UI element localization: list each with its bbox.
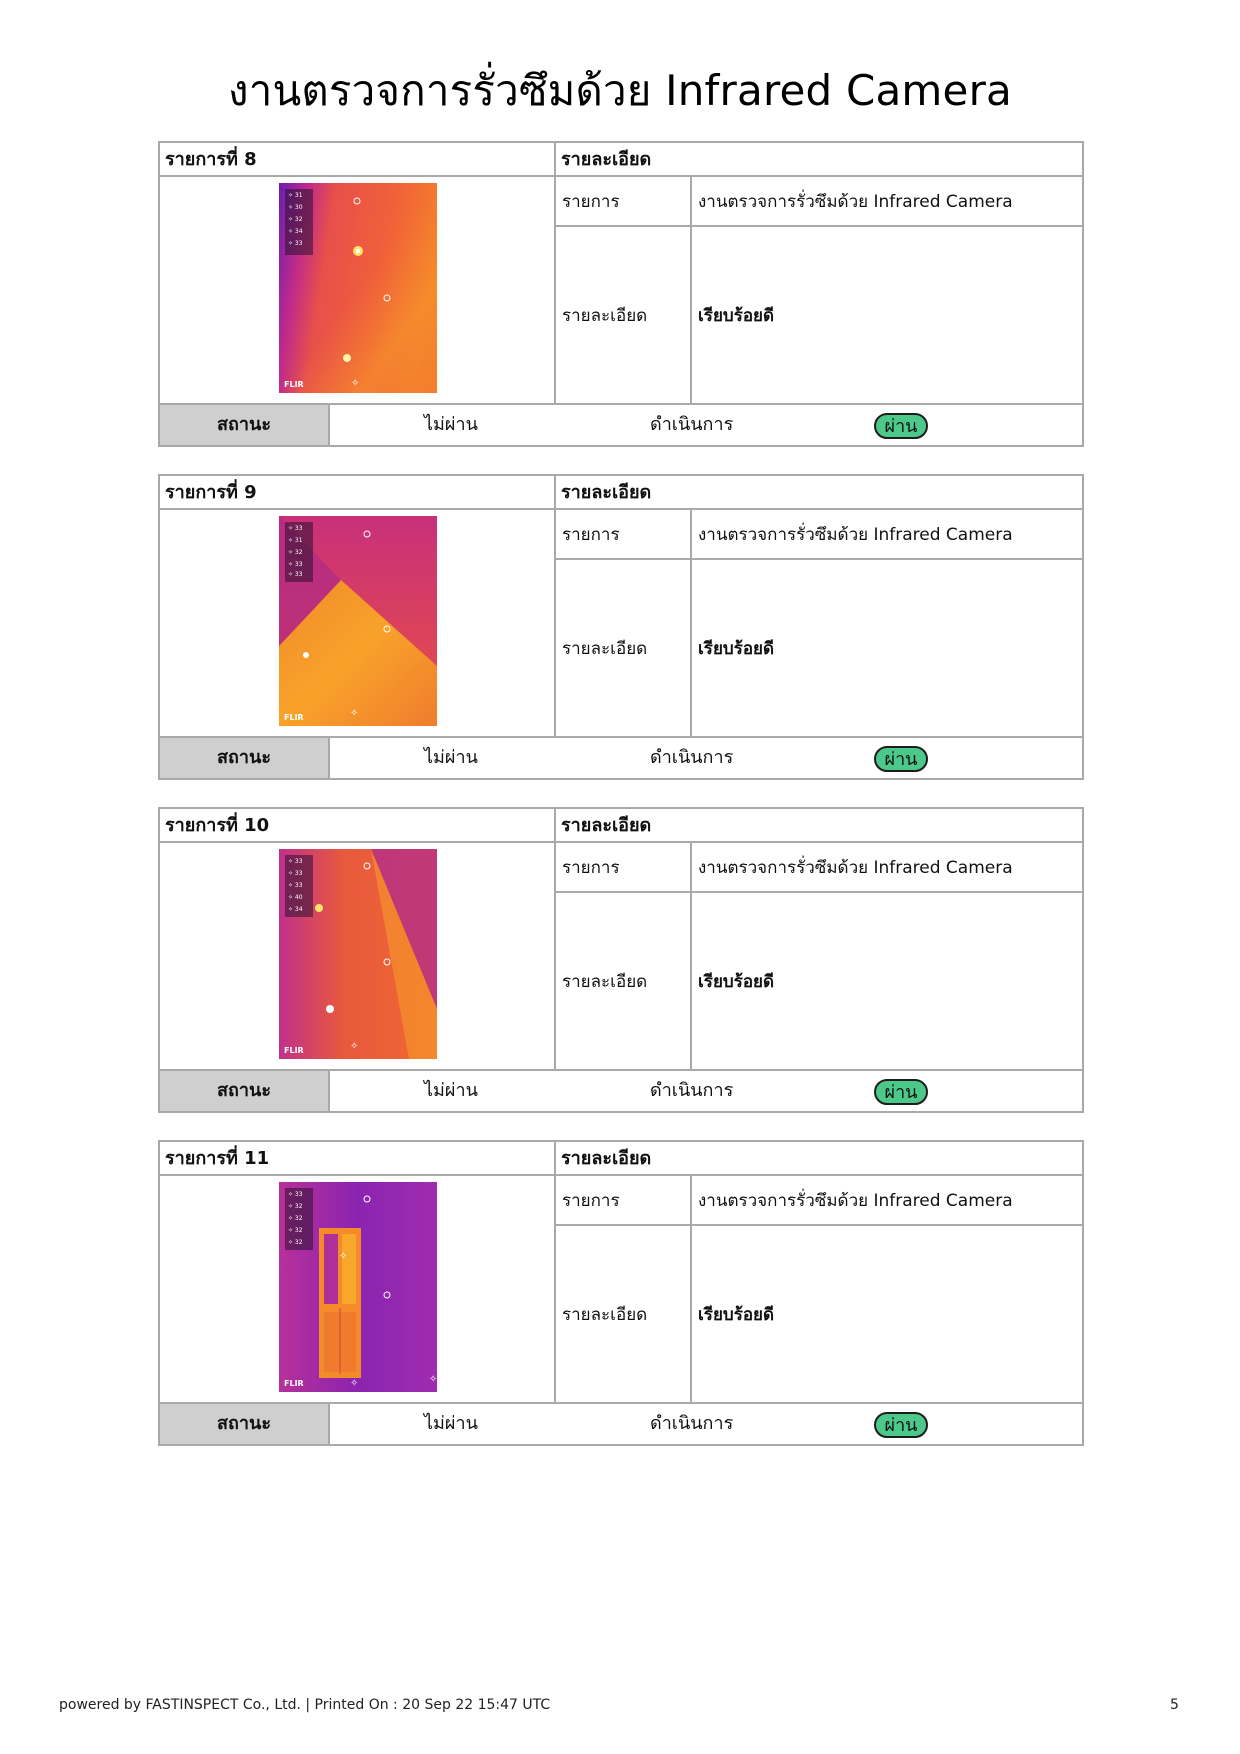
item-value: งานตรวจการรั่วซึมด้วย Infrared Camera [692, 1176, 1082, 1226]
svg-text:✧ 33: ✧ 33 [288, 870, 303, 877]
detail-header: รายละเอียด [556, 143, 1082, 177]
thermal-image[interactable]: ✧ 33 ✧ 32 ✧ 32 ✧ 32 ✧ 32 ✧ ✧ ✧ FLIR [279, 1182, 437, 1392]
detail-header: รายละเอียด [556, 1142, 1082, 1176]
inspection-block-10: รายการที่ 10 รายละเอียด ✧ 33 ✧ 33 ✧ 33 ✧ 40… [158, 807, 1084, 1113]
svg-text:✧ 32: ✧ 32 [288, 1203, 303, 1210]
svg-text:✧ 31: ✧ 31 [288, 192, 303, 199]
svg-text:✧ 31: ✧ 31 [288, 537, 303, 544]
photo-cell: ✧ 31 ✧ 30 ✧ 32 ✧ 34 ✧ 33 ✧ FLIR [160, 177, 556, 405]
item-heading: รายการที่ 10 [160, 809, 556, 843]
detail-label: รายละเอียด [556, 893, 692, 1071]
svg-text:✧ 32: ✧ 32 [288, 1227, 303, 1234]
svg-text:✧ 30: ✧ 30 [288, 204, 303, 211]
svg-text:✧ 34: ✧ 34 [288, 228, 303, 235]
footer-credit: powered by FASTINSPECT Co., Ltd. | Print… [59, 1697, 551, 1713]
svg-text:✧: ✧ [350, 1041, 358, 1052]
svg-text:✧ 33: ✧ 33 [288, 882, 303, 889]
svg-text:✧ 32: ✧ 32 [288, 549, 303, 556]
svg-text:✧ 33: ✧ 33 [288, 1191, 303, 1198]
svg-text:✧: ✧ [350, 1378, 358, 1389]
item-heading: รายการที่ 11 [160, 1142, 556, 1176]
status-option-pass-selected[interactable]: ผ่าน [874, 746, 928, 772]
item-heading: รายการที่ 8 [160, 143, 556, 177]
item-value: งานตรวจการรั่วซึมด้วย Infrared Camera [692, 510, 1082, 560]
detail-label: รายละเอียด [556, 1226, 692, 1404]
photo-cell: ✧ 33 ✧ 31 ✧ 32 ✧ 33 ✧ 33 ✧ FLIR [160, 510, 556, 738]
thermal-image[interactable]: ✧ 31 ✧ 30 ✧ 32 ✧ 34 ✧ 33 ✧ FLIR [279, 183, 437, 393]
item-label: รายการ [556, 510, 692, 560]
detail-value: เรียบร้อยดี [692, 893, 1082, 1071]
status-option-in-progress[interactable]: ดำเนินการ [650, 1080, 734, 1101]
status-option-fail[interactable]: ไม่ผ่าน [424, 1080, 478, 1101]
svg-text:✧ 32: ✧ 32 [288, 216, 303, 223]
detail-value: เรียบร้อยดี [692, 560, 1082, 738]
thermal-image[interactable]: ✧ 33 ✧ 31 ✧ 32 ✧ 33 ✧ 33 ✧ FLIR [279, 516, 437, 726]
status-label: สถานะ [160, 405, 330, 445]
item-value: งานตรวจการรั่วซึมด้วย Infrared Camera [692, 843, 1082, 893]
inspection-block-9: รายการที่ 9 รายละเอียด [158, 474, 1084, 780]
thermal-image[interactable]: ✧ 33 ✧ 33 ✧ 33 ✧ 40 ✧ 34 ✧ FLIR [279, 849, 437, 1059]
svg-text:✧ 32: ✧ 32 [288, 1239, 303, 1246]
flir-logo: FLIR [284, 1379, 304, 1388]
status-label: สถานะ [160, 738, 330, 778]
photo-cell: ✧ 33 ✧ 33 ✧ 33 ✧ 40 ✧ 34 ✧ FLIR [160, 843, 556, 1071]
page-number: 5 [1170, 1697, 1179, 1713]
status-option-in-progress[interactable]: ดำเนินการ [650, 747, 734, 768]
item-label: รายการ [556, 177, 692, 227]
status-option-fail[interactable]: ไม่ผ่าน [424, 747, 478, 768]
status-option-pass-selected[interactable]: ผ่าน [874, 413, 928, 439]
svg-text:✧ 34: ✧ 34 [288, 906, 303, 913]
item-value: งานตรวจการรั่วซึมด้วย Infrared Camera [692, 177, 1082, 227]
detail-header: รายละเอียด [556, 809, 1082, 843]
svg-text:✧ 32: ✧ 32 [288, 1215, 303, 1222]
svg-text:✧ 33: ✧ 33 [288, 571, 303, 578]
svg-text:✧ 33: ✧ 33 [288, 240, 303, 247]
status-label: สถานะ [160, 1071, 330, 1111]
item-heading: รายการที่ 9 [160, 476, 556, 510]
detail-value: เรียบร้อยดี [692, 227, 1082, 405]
item-label: รายการ [556, 843, 692, 893]
inspection-block-11: รายการที่ 11 รายละเอียด [158, 1140, 1084, 1446]
status-option-fail[interactable]: ไม่ผ่าน [424, 414, 478, 435]
status-option-pass-selected[interactable]: ผ่าน [874, 1079, 928, 1105]
flir-logo: FLIR [284, 1046, 304, 1055]
svg-text:✧ 40: ✧ 40 [288, 894, 303, 901]
status-option-pass-selected[interactable]: ผ่าน [874, 1412, 928, 1438]
flir-logo: FLIR [284, 713, 304, 722]
photo-cell: ✧ 33 ✧ 32 ✧ 32 ✧ 32 ✧ 32 ✧ ✧ ✧ FLIR [160, 1176, 556, 1404]
svg-text:✧: ✧ [351, 378, 359, 389]
status-option-in-progress[interactable]: ดำเนินการ [650, 414, 734, 435]
detail-label: รายละเอียด [556, 227, 692, 405]
svg-text:✧: ✧ [339, 1251, 347, 1262]
item-label: รายการ [556, 1176, 692, 1226]
svg-text:✧: ✧ [429, 1374, 437, 1385]
status-option-fail[interactable]: ไม่ผ่าน [424, 1413, 478, 1434]
svg-text:✧: ✧ [350, 708, 358, 719]
status-option-in-progress[interactable]: ดำเนินการ [650, 1413, 734, 1434]
status-label: สถานะ [160, 1404, 330, 1444]
detail-label: รายละเอียด [556, 560, 692, 738]
svg-text:✧ 33: ✧ 33 [288, 858, 303, 865]
inspection-block-8: รายการที่ 8 รายละเอียด [158, 141, 1084, 447]
page-title: งานตรวจการรั่วซึมด้วย Infrared Camera [228, 66, 1012, 115]
svg-text:✧ 33: ✧ 33 [288, 561, 303, 568]
svg-text:✧ 33: ✧ 33 [288, 525, 303, 532]
detail-value: เรียบร้อยดี [692, 1226, 1082, 1404]
flir-logo: FLIR [284, 380, 304, 389]
detail-header: รายละเอียด [556, 476, 1082, 510]
